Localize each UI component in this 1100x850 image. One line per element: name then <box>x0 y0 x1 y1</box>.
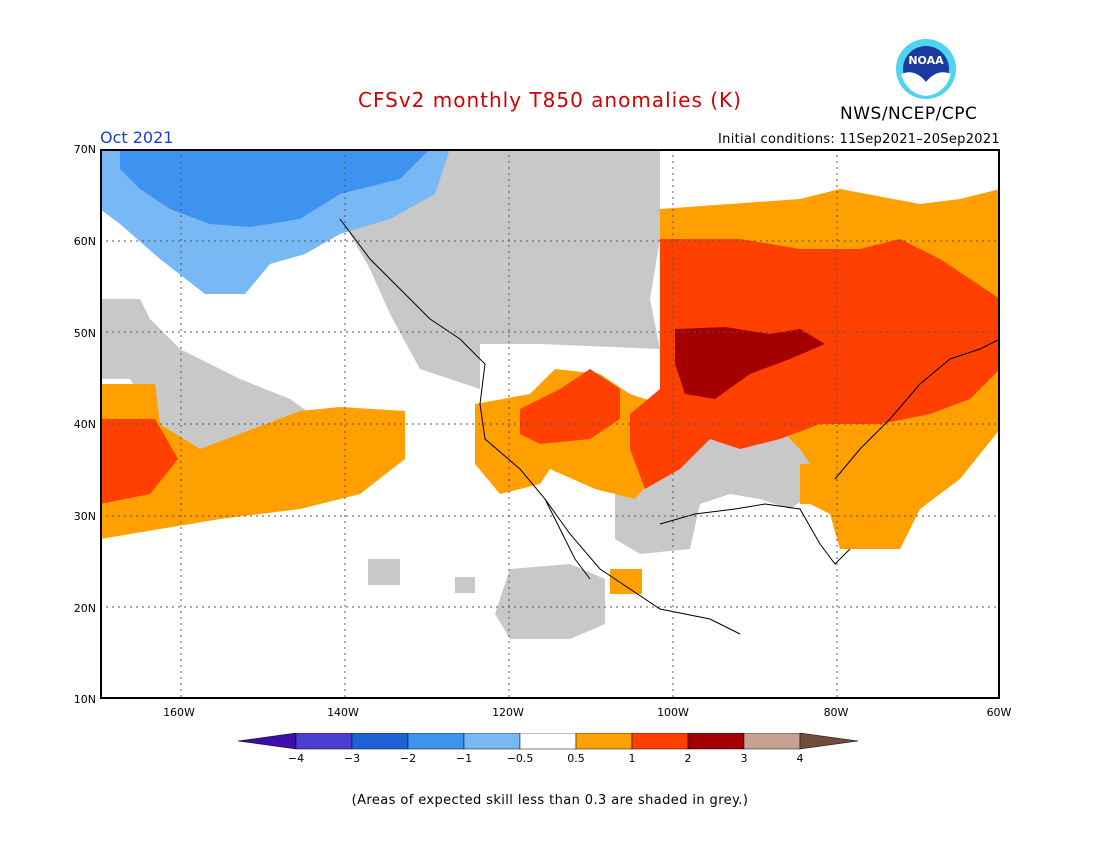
lat-label-20n: 20N <box>73 602 96 615</box>
coastline-west <box>339 218 741 635</box>
anomaly-north-pacific-band <box>100 384 405 539</box>
colorbar-tick-p05: 0.5 <box>567 752 585 765</box>
lat-label-50n: 50N <box>73 327 96 340</box>
dark-red-anomaly-regions <box>675 327 825 399</box>
lon-label-80w: 80W <box>823 706 849 719</box>
coastlines <box>339 218 1000 635</box>
colorbar-swatch-m3-m2 <box>351 733 409 750</box>
colorbar-tick-m05: −0.5 <box>506 752 534 765</box>
lon-label-100w: 100W <box>657 706 689 719</box>
colorbar-tick-m3: −3 <box>343 752 361 765</box>
colorbar-swatch-m1-m05 <box>463 733 521 750</box>
anomaly-hawaii-red <box>100 419 178 504</box>
noaa-logo: NOAA <box>895 38 957 104</box>
svg-text:NOAA: NOAA <box>908 54 944 67</box>
anomaly-great-basin-red <box>520 369 620 444</box>
grey-patch-small-2 <box>455 577 475 593</box>
anomaly-alaska-medium-blue <box>120 149 430 227</box>
lat-label-30n: 30N <box>73 510 96 523</box>
colorbar-swatch-p1-p2 <box>631 733 689 750</box>
colorbar-tick-p2: 2 <box>684 752 692 765</box>
colorbar-tick-p1: 1 <box>628 752 636 765</box>
colorbar-swatch-p05-p1 <box>575 733 633 750</box>
map-frame <box>100 149 1000 699</box>
colorbar-tick-m2: −2 <box>399 752 417 765</box>
grey-region-mexico-pacific <box>495 564 605 639</box>
lat-label-70n: 70N <box>73 143 96 156</box>
colorbar-tick-p3: 3 <box>740 752 748 765</box>
red-anomaly-regions <box>100 239 1000 504</box>
colorbar-tick-p4: 4 <box>796 752 804 765</box>
anomaly-upper-midwest-dark-red <box>675 327 825 399</box>
colorbar-swatch-p3-p4 <box>743 733 801 750</box>
colorbar-swatch-m4-m3 <box>295 733 353 750</box>
colorbar-swatch-lt-minus4 <box>238 733 297 750</box>
initial-conditions: Initial conditions: 11Sep2021–20Sep2021 <box>718 132 1000 147</box>
lon-label-120w: 120W <box>492 706 524 719</box>
coastline-gulf <box>659 503 851 565</box>
grey-region-canada <box>338 149 660 389</box>
colorbar-swatch-neutral <box>519 733 577 750</box>
colorbar <box>238 733 859 750</box>
lat-label-60n: 60N <box>73 235 96 248</box>
forecast-period: Oct 2021 <box>100 128 174 147</box>
anomaly-map <box>100 149 1000 699</box>
colorbar-tick-m1: −1 <box>455 752 473 765</box>
lat-label-10n: 10N <box>73 693 96 706</box>
lon-label-140w: 140W <box>327 706 359 719</box>
coastline-east <box>834 338 1000 480</box>
lon-label-60w: 60W <box>986 706 1012 719</box>
skill-footnote: (Areas of expected skill less than 0.3 a… <box>351 793 749 808</box>
colorbar-swatch-gt-4 <box>799 733 859 750</box>
agency-credit: NWS/NCEP/CPC <box>840 104 978 124</box>
lon-label-160w: 160W <box>163 706 195 719</box>
map-gridlines <box>100 149 1000 699</box>
blue-anomaly-regions <box>100 149 450 294</box>
anomaly-central-us-red <box>630 239 1000 489</box>
colorbar-swatch-m2-m1 <box>407 733 465 750</box>
lat-label-40n: 40N <box>73 418 96 431</box>
colorbar-swatch-p2-p3 <box>687 733 745 750</box>
grey-patch-small-1 <box>368 559 400 585</box>
coastline-baja <box>544 498 591 580</box>
anomaly-florida-patch <box>800 464 840 504</box>
anomaly-mexico-coast-patch <box>610 569 642 594</box>
colorbar-tick-m4: −4 <box>287 752 305 765</box>
map-title: CFSv2 monthly T850 anomalies (K) <box>358 88 742 112</box>
